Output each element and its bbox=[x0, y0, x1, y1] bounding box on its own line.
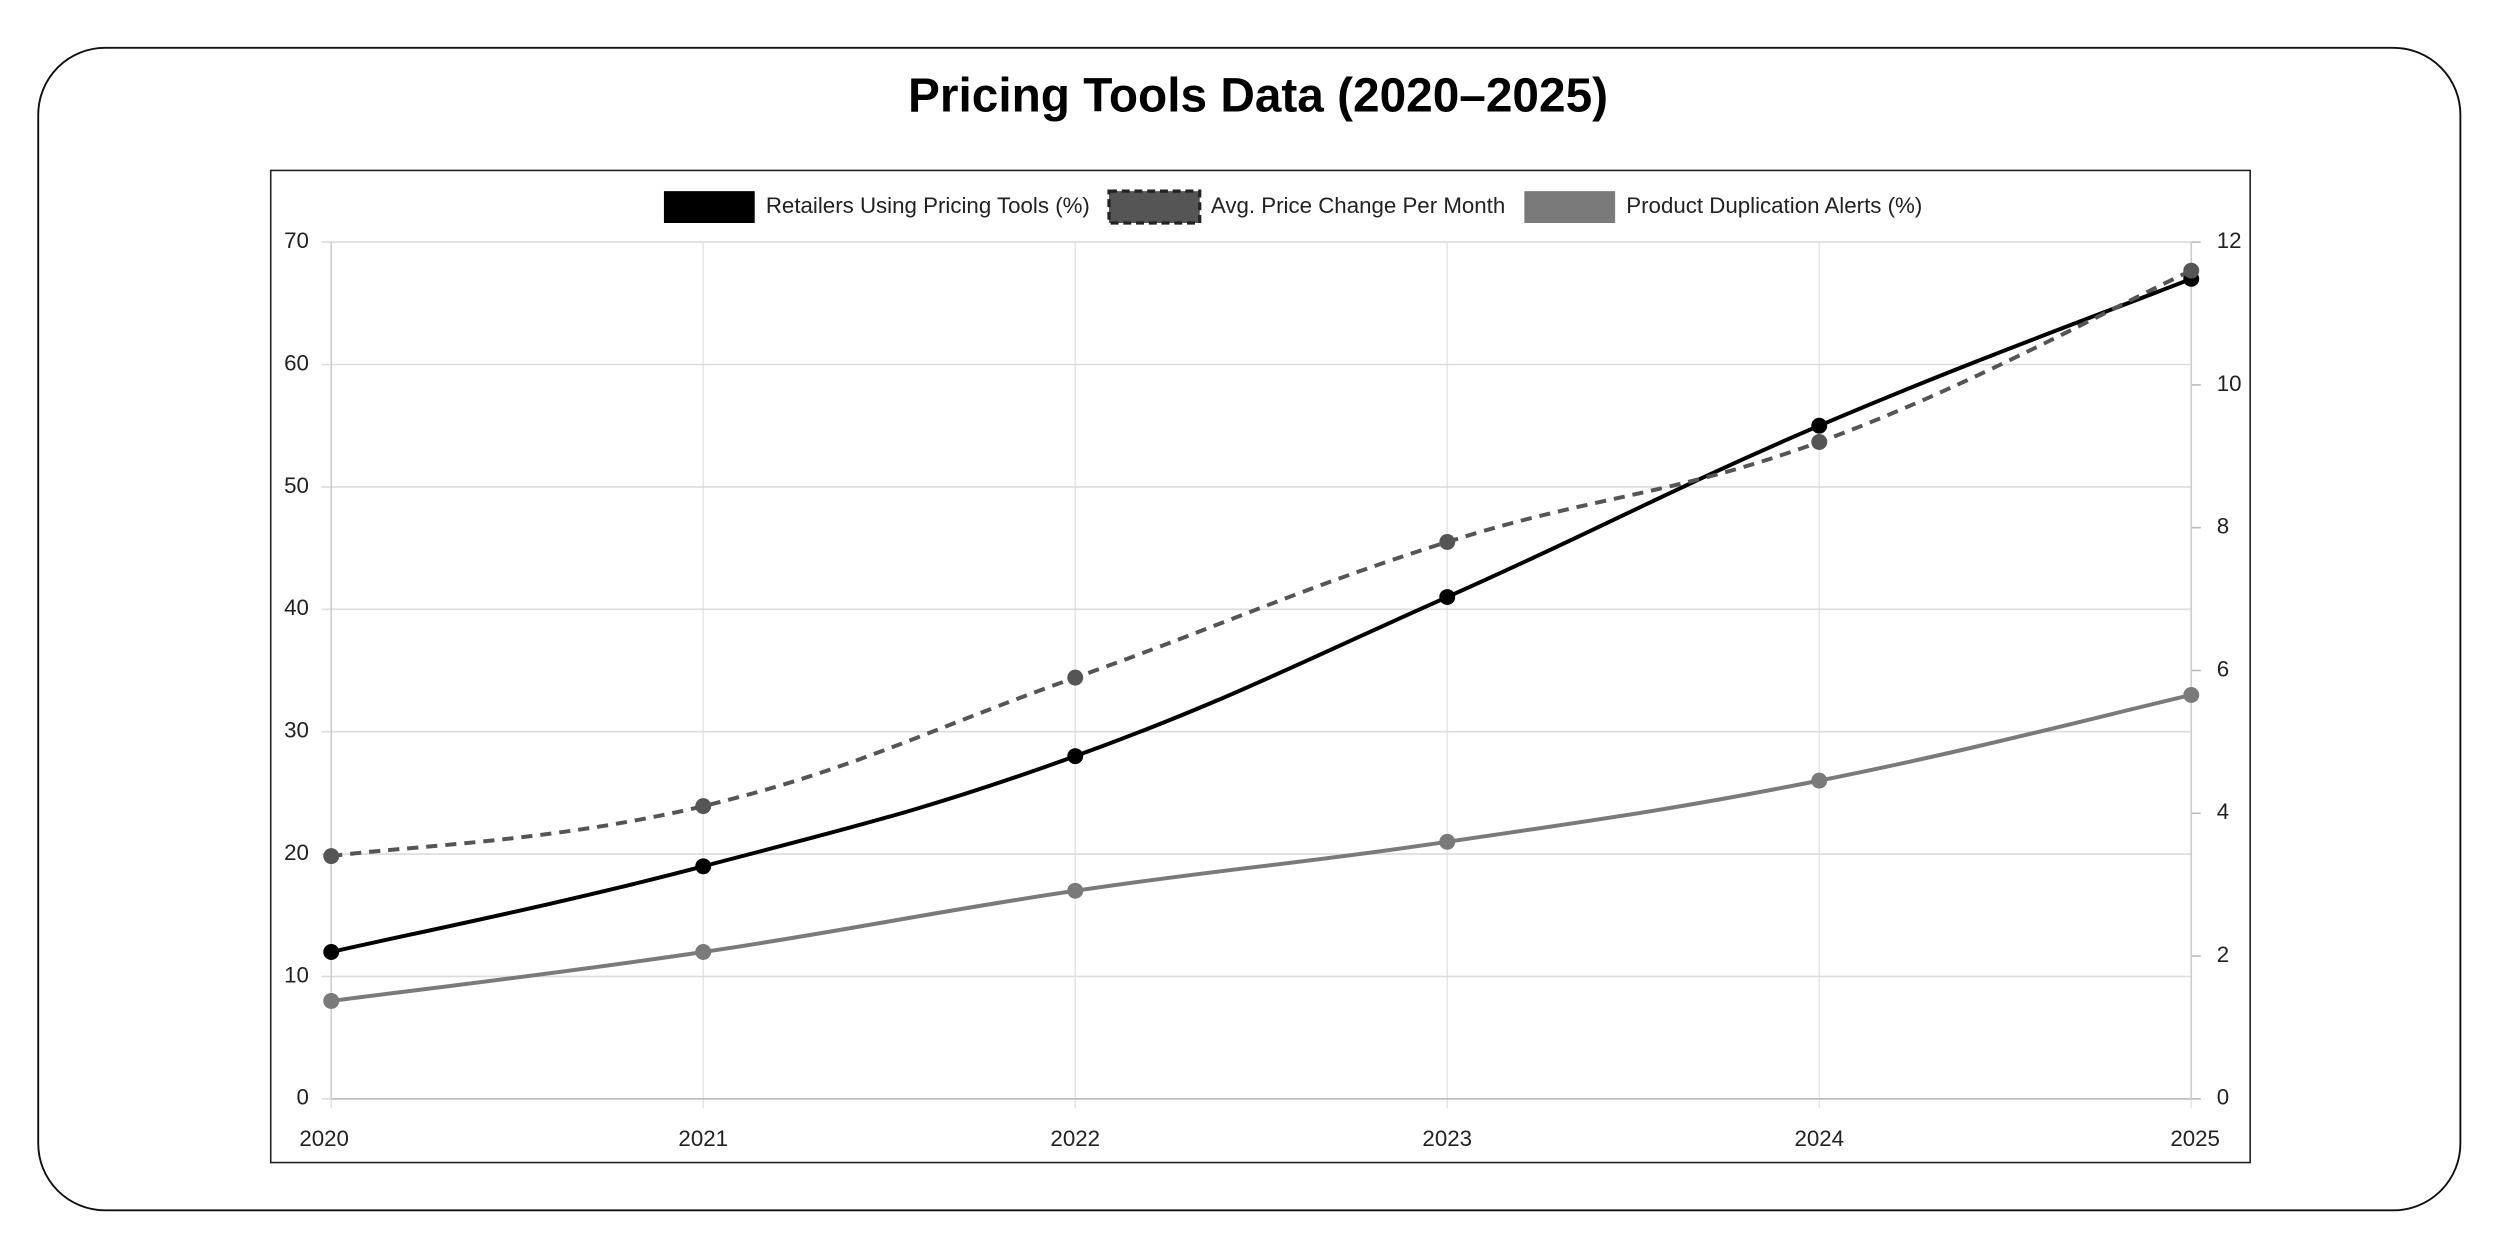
y-tick-label: 50 bbox=[284, 473, 309, 498]
legend: Retailers Using Pricing Tools (%) Avg. Pr… bbox=[663, 189, 1922, 225]
y-tick-label: 70 bbox=[284, 228, 309, 253]
legend-swatch bbox=[1524, 191, 1616, 223]
data-point bbox=[2183, 686, 2200, 703]
legend-label: Product Duplication Alerts (%) bbox=[1626, 193, 1922, 218]
chart-title: Pricing Tools Data (2020–2025) bbox=[908, 69, 1608, 122]
data-point bbox=[1811, 417, 1828, 434]
y2-tick-label: 6 bbox=[2217, 656, 2229, 681]
data-point bbox=[1439, 833, 1456, 850]
y2-tick-label: 8 bbox=[2217, 514, 2229, 539]
x-tick-label: 2023 bbox=[1422, 1126, 1472, 1151]
y-tick-label: 20 bbox=[284, 840, 309, 865]
y2-tick-label: 12 bbox=[2217, 228, 2242, 253]
series-line bbox=[330, 693, 2192, 1003]
legend-swatch bbox=[663, 191, 755, 223]
data-point bbox=[695, 944, 712, 960]
chart-frame bbox=[269, 169, 2251, 1164]
data-point bbox=[1439, 589, 1456, 606]
y-tick-label: 30 bbox=[284, 718, 309, 743]
data-point bbox=[323, 848, 340, 865]
y2-tick-label: 0 bbox=[2217, 1085, 2229, 1110]
data-point bbox=[323, 992, 340, 1009]
legend-swatch bbox=[1107, 189, 1202, 225]
y2-tick-label: 10 bbox=[2217, 371, 2242, 396]
data-point bbox=[323, 944, 340, 960]
series-line bbox=[330, 268, 2193, 859]
y-tick-label: 40 bbox=[284, 595, 309, 620]
y-tick-label: 0 bbox=[297, 1085, 309, 1110]
x-tick-label: 2021 bbox=[678, 1126, 728, 1151]
y-tick-label: 60 bbox=[284, 350, 309, 375]
data-point bbox=[1439, 534, 1456, 550]
y-tick-label: 10 bbox=[284, 962, 309, 987]
data-point bbox=[1067, 669, 1084, 686]
x-tick-label: 2024 bbox=[1794, 1126, 1844, 1151]
data-point bbox=[695, 858, 712, 875]
series-line bbox=[330, 276, 2192, 954]
x-tick-label: 2025 bbox=[2170, 1126, 2220, 1151]
x-tick-label: 2020 bbox=[299, 1126, 349, 1151]
data-point bbox=[1067, 882, 1084, 899]
legend-label: Avg. Price Change Per Month bbox=[1211, 193, 1505, 218]
x-tick-label: 2022 bbox=[1050, 1126, 1100, 1151]
data-point bbox=[695, 798, 712, 815]
y2-tick-label: 2 bbox=[2217, 942, 2229, 967]
y2-tick-label: 4 bbox=[2217, 799, 2229, 824]
legend-label: Retailers Using Pricing Tools (%) bbox=[766, 193, 1090, 218]
data-point bbox=[1811, 434, 1828, 450]
data-point bbox=[1067, 748, 1084, 765]
data-point bbox=[1811, 772, 1828, 789]
card bbox=[37, 46, 2462, 1212]
data-point bbox=[2183, 262, 2200, 279]
